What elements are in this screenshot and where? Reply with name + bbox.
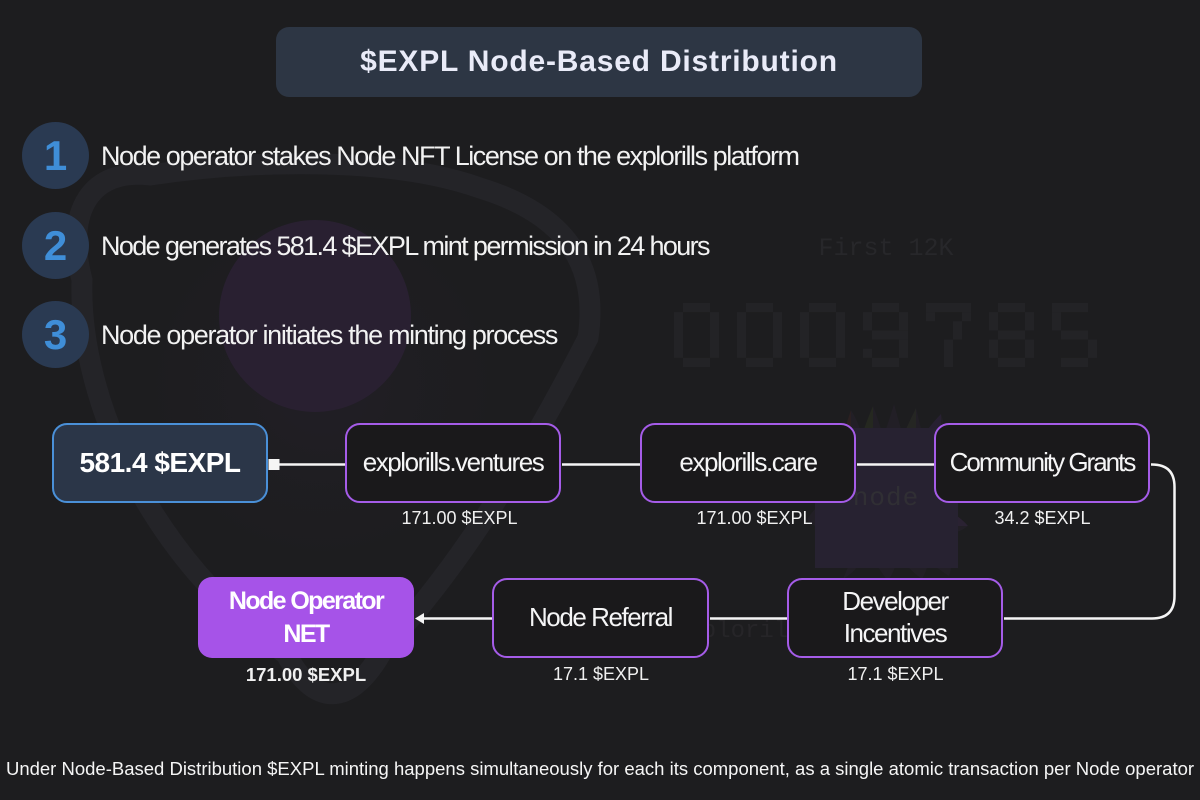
svg-text:node: node xyxy=(853,483,919,513)
svg-text:First 12K: First 12K xyxy=(818,234,953,263)
